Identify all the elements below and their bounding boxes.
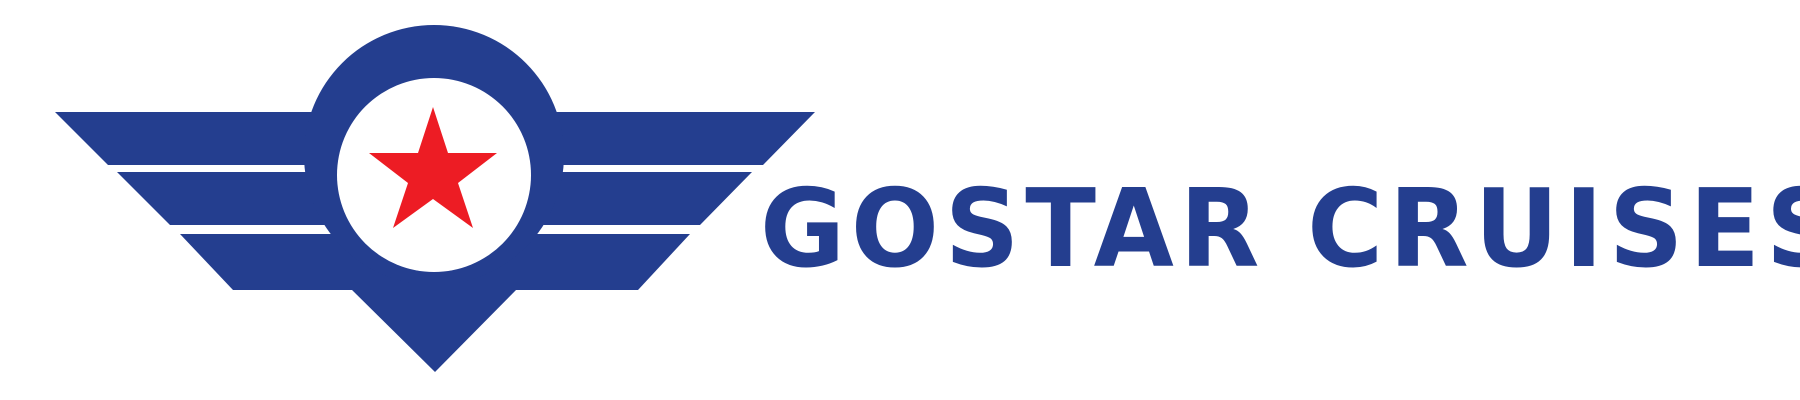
winged-star-emblem-icon <box>55 25 815 372</box>
wing-chevron <box>350 288 518 372</box>
wing-bands <box>55 112 815 372</box>
star-icon <box>369 107 497 228</box>
brand-name: GOSTAR CRUISES <box>760 167 1800 292</box>
